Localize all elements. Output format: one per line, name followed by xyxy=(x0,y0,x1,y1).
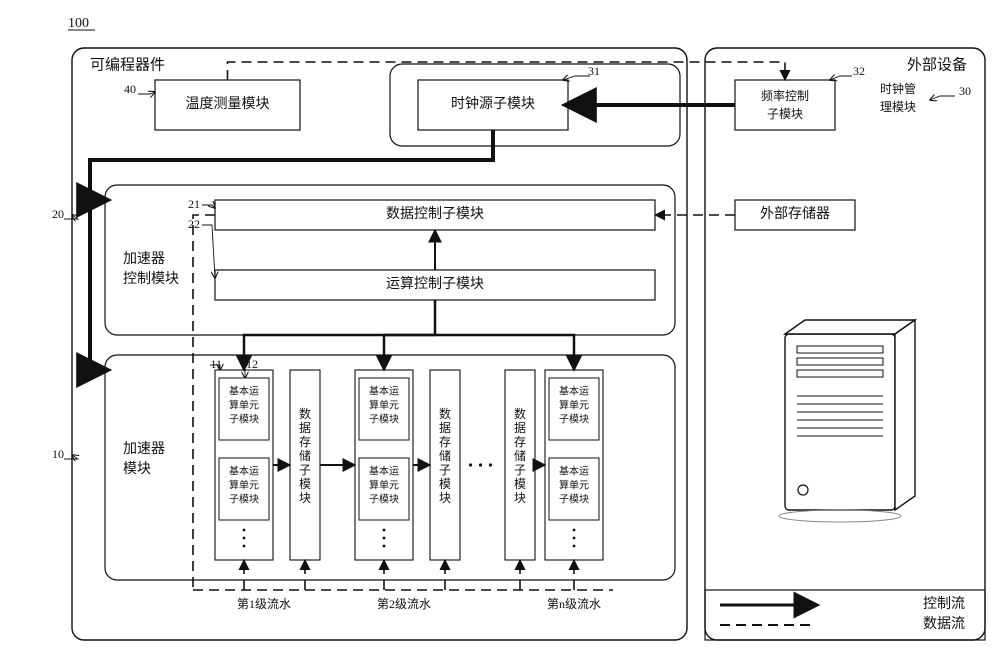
svg-text:子: 子 xyxy=(439,463,451,477)
svg-text:10: 10 xyxy=(52,447,64,461)
svg-text:算单元: 算单元 xyxy=(229,478,259,491)
svg-text:据: 据 xyxy=(299,421,311,435)
svg-text:子模块: 子模块 xyxy=(559,413,589,425)
svg-text:第n级流水: 第n级流水 xyxy=(547,597,601,611)
svg-text:数: 数 xyxy=(299,406,311,421)
svg-text:第1级流水: 第1级流水 xyxy=(237,597,291,611)
svg-text:子模块: 子模块 xyxy=(767,107,803,121)
svg-text:数: 数 xyxy=(514,406,526,421)
svg-text:储: 储 xyxy=(514,448,526,463)
svg-text:30: 30 xyxy=(959,84,971,98)
svg-text:存: 存 xyxy=(514,435,526,449)
svg-text:块: 块 xyxy=(439,491,451,505)
svg-text:40: 40 xyxy=(124,82,136,96)
svg-text:子: 子 xyxy=(299,463,311,477)
svg-text:算单元: 算单元 xyxy=(559,478,589,491)
svg-text:21: 21 xyxy=(188,197,200,211)
svg-text:控制流: 控制流 xyxy=(923,596,965,612)
svg-text:子模块: 子模块 xyxy=(229,493,259,505)
svg-text:时钟管: 时钟管 xyxy=(880,81,916,96)
svg-text:可编程器件: 可编程器件 xyxy=(90,56,165,73)
svg-text:基本运: 基本运 xyxy=(369,464,399,477)
svg-text:模: 模 xyxy=(439,477,451,491)
svg-text:加速器: 加速器 xyxy=(123,441,165,457)
svg-text:运算控制子模块: 运算控制子模块 xyxy=(386,276,484,292)
svg-text:基本运: 基本运 xyxy=(229,384,259,397)
svg-text:子: 子 xyxy=(514,463,526,477)
svg-text:数: 数 xyxy=(439,406,451,421)
svg-text:储: 储 xyxy=(299,448,311,463)
svg-text:块: 块 xyxy=(514,491,526,505)
svg-text:模块: 模块 xyxy=(123,461,151,477)
svg-text:储: 储 xyxy=(439,448,451,463)
svg-text:据: 据 xyxy=(514,421,526,435)
svg-text:第2级流水: 第2级流水 xyxy=(377,597,431,611)
svg-text:外部存储器: 外部存储器 xyxy=(760,206,830,222)
svg-text:据: 据 xyxy=(439,421,451,435)
svg-text:算单元: 算单元 xyxy=(369,398,399,411)
svg-text:时钟源子模块: 时钟源子模块 xyxy=(451,95,535,112)
svg-text:基本运: 基本运 xyxy=(229,464,259,477)
svg-text:加速器: 加速器 xyxy=(123,251,165,267)
svg-text:100: 100 xyxy=(68,16,89,31)
svg-text:基本运: 基本运 xyxy=(369,384,399,397)
svg-text:基本运: 基本运 xyxy=(559,384,589,397)
svg-text:数据流: 数据流 xyxy=(923,616,965,632)
svg-text:算单元: 算单元 xyxy=(559,398,589,411)
svg-text:算单元: 算单元 xyxy=(229,398,259,411)
svg-text:存: 存 xyxy=(439,435,451,449)
svg-text:控制模块: 控制模块 xyxy=(123,271,179,287)
svg-text:模: 模 xyxy=(514,477,526,491)
svg-text:子模块: 子模块 xyxy=(559,493,589,505)
svg-text:基本运: 基本运 xyxy=(559,464,589,477)
svg-text:算单元: 算单元 xyxy=(369,478,399,491)
svg-text:模: 模 xyxy=(299,477,311,491)
svg-text:子模块: 子模块 xyxy=(369,413,399,425)
svg-text:20: 20 xyxy=(52,207,64,221)
svg-text:存: 存 xyxy=(299,435,311,449)
svg-text:频率控制: 频率控制 xyxy=(761,88,809,103)
svg-text:块: 块 xyxy=(299,491,311,505)
svg-text:子模块: 子模块 xyxy=(229,413,259,425)
svg-text:22: 22 xyxy=(188,217,200,231)
svg-text:12: 12 xyxy=(246,357,258,371)
svg-text:数据控制子模块: 数据控制子模块 xyxy=(386,206,484,222)
svg-text:子模块: 子模块 xyxy=(369,493,399,505)
svg-text:温度测量模块: 温度测量模块 xyxy=(186,96,270,112)
svg-text:外部设备: 外部设备 xyxy=(907,56,967,73)
svg-text:理模块: 理模块 xyxy=(880,100,916,114)
svg-text:32: 32 xyxy=(853,64,865,78)
